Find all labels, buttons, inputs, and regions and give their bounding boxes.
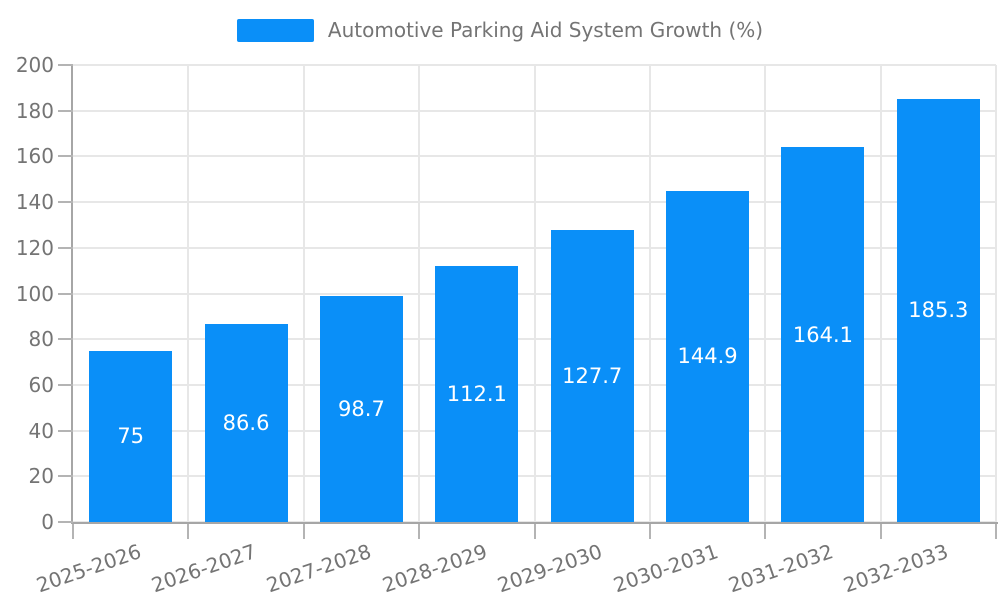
legend-swatch [236, 18, 314, 42]
gridline-vertical [302, 65, 305, 522]
gridline-vertical [879, 65, 882, 522]
bar-2030-2031[interactable]: 144.9 [666, 190, 750, 522]
x-axis-line [71, 522, 998, 524]
bar-2032-2033[interactable]: 185.3 [896, 98, 980, 522]
bar-value-label: 164.1 [792, 322, 853, 347]
gridline-vertical [995, 65, 997, 522]
x-axis-tick [879, 524, 882, 539]
bar-value-label: 185.3 [908, 298, 969, 323]
x-axis-tick [648, 524, 651, 539]
bar-value-label: 98.7 [338, 397, 385, 422]
y-axis-tick [58, 64, 73, 66]
y-axis-tick [58, 201, 73, 204]
bar-2028-2029[interactable]: 112.1 [435, 265, 519, 522]
bar-2026-2027[interactable]: 86.6 [204, 324, 288, 522]
x-axis-tick [995, 524, 997, 539]
x-axis-tick [764, 524, 767, 539]
bar-2027-2028[interactable]: 98.7 [319, 296, 403, 522]
y-axis-tick-label: 200 [15, 53, 54, 77]
y-axis-tick [58, 521, 73, 523]
y-axis-tick-label: 160 [15, 144, 54, 169]
x-axis-tick-label: 2030-2031 [609, 539, 721, 598]
y-axis-tick [58, 155, 73, 158]
bar-value-label: 112.1 [446, 381, 507, 406]
x-axis-tick-label: 2025-2026 [32, 539, 144, 598]
y-axis-tick [58, 429, 73, 432]
x-axis-tick-label: 2028-2029 [379, 539, 490, 598]
bar-value-label: 127.7 [562, 364, 623, 389]
y-axis-tick [58, 246, 73, 249]
y-axis-tick-label: 180 [15, 98, 54, 123]
y-axis-tick-label: 0 [41, 510, 54, 534]
x-axis-tick-label: 2031-2032 [725, 539, 837, 598]
y-axis-tick [58, 338, 73, 341]
bar-value-label: 86.6 [222, 411, 270, 436]
gridline-vertical [418, 65, 421, 522]
bar-value-label: 75 [117, 424, 145, 449]
y-axis-tick-label: 80 [28, 327, 54, 352]
x-axis-tick [533, 524, 536, 539]
bar-2029-2030[interactable]: 127.7 [550, 230, 634, 522]
y-axis-tick [58, 383, 73, 386]
y-axis-tick-label: 40 [28, 418, 54, 443]
y-axis-tick-label: 140 [15, 190, 54, 215]
y-axis-tick-label: 20 [28, 464, 54, 489]
y-axis-tick [58, 109, 73, 112]
y-axis-tick-label: 100 [15, 281, 54, 306]
x-axis-tick-label: 2027-2028 [263, 539, 375, 598]
x-axis-tick-label: 2032-2033 [840, 539, 952, 598]
bar-2025-2026[interactable]: 75 [89, 350, 173, 522]
y-axis-tick-label: 60 [28, 372, 54, 397]
gridline-vertical [187, 65, 190, 522]
x-axis-tick [72, 524, 74, 539]
x-axis-tick-label: 2026-2027 [148, 539, 260, 598]
plot-area: 75 86.6 98.7 112.1 127.7 144.9 164.1 185.3 [73, 64, 997, 523]
bar-value-label: 144.9 [677, 344, 738, 369]
x-axis-tick [302, 524, 305, 539]
y-axis-tick-label: 120 [15, 235, 54, 260]
x-axis-tick [418, 524, 421, 539]
x-axis-tick [187, 524, 190, 539]
gridline-vertical [533, 65, 536, 522]
y-axis-tick [58, 475, 73, 478]
legend-item[interactable]: Automotive Parking Aid System Growth (%) [236, 18, 764, 42]
x-axis-tick-label: 2029-2030 [494, 539, 606, 598]
gridline-vertical [764, 65, 767, 522]
bar-2031-2032[interactable]: 164.1 [781, 147, 865, 522]
legend-label: Automotive Parking Aid System Growth (%) [327, 18, 764, 42]
gridline-vertical [648, 65, 651, 522]
y-axis-tick [58, 292, 73, 295]
legend: Automotive Parking Aid System Growth (%) [0, 18, 1000, 42]
